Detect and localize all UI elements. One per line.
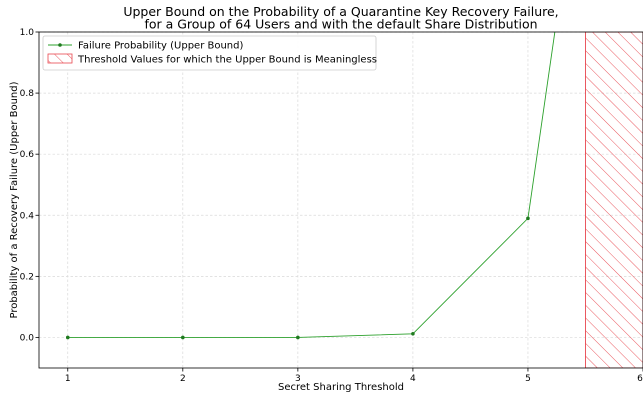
x-axis-ticks: 1 2 3 4 5 6 xyxy=(65,368,643,384)
y-tick-label-0: 0.0 xyxy=(20,333,35,343)
series-failure-probability xyxy=(65,32,556,340)
y-tick-label-3: 0.6 xyxy=(20,150,35,160)
x-tick-label-6: 6 xyxy=(637,374,643,384)
x-tick-label-5: 5 xyxy=(525,374,531,384)
y-tick-label-1: 0.2 xyxy=(20,272,34,282)
y-axis-label: Probability of a Recovery Failure (Upper… xyxy=(9,81,20,318)
series-line-0 xyxy=(67,32,556,338)
data-point-0-0 xyxy=(65,335,70,340)
plot-frame xyxy=(38,31,643,369)
meaningless-region xyxy=(585,32,643,368)
data-point-0-3 xyxy=(411,331,415,336)
y-tick-label-5: 1.0 xyxy=(20,28,35,38)
data-point-0-1 xyxy=(181,335,185,340)
chart-title-line-1: Upper Bound on the Probability of a Quar… xyxy=(123,4,558,19)
legend: Failure Probability (Upper Bound) Thresh… xyxy=(42,35,377,71)
y-axis-ticks: 0.0 0.2 0.4 0.6 0.8 1.0 xyxy=(20,28,39,343)
data-point-0-2 xyxy=(296,335,300,340)
legend-hatch-swatch xyxy=(47,53,73,64)
x-tick-label-4: 4 xyxy=(410,374,416,384)
data-point-0-4 xyxy=(526,216,530,221)
legend-label-meaningless-region: Threshold Values for which the Upper Bou… xyxy=(77,55,377,66)
legend-marker-swatch xyxy=(58,43,62,47)
x-tick-label-2: 2 xyxy=(180,374,186,384)
legend-box xyxy=(42,35,377,71)
legend-label-failure-probability: Failure Probability (Upper Bound) xyxy=(78,41,243,52)
x-axis-label: Secret Sharing Threshold xyxy=(278,382,404,393)
x-tick-label-3: 3 xyxy=(295,374,301,384)
meaningless-region-area xyxy=(585,32,643,368)
x-tick-label-1: 1 xyxy=(65,374,71,384)
y-tick-label-2: 0.4 xyxy=(20,211,35,221)
grid xyxy=(39,31,643,368)
chart-title-line-2: for a Group of 64 Users and with the def… xyxy=(144,17,537,32)
y-tick-label-4: 0.8 xyxy=(20,89,35,99)
